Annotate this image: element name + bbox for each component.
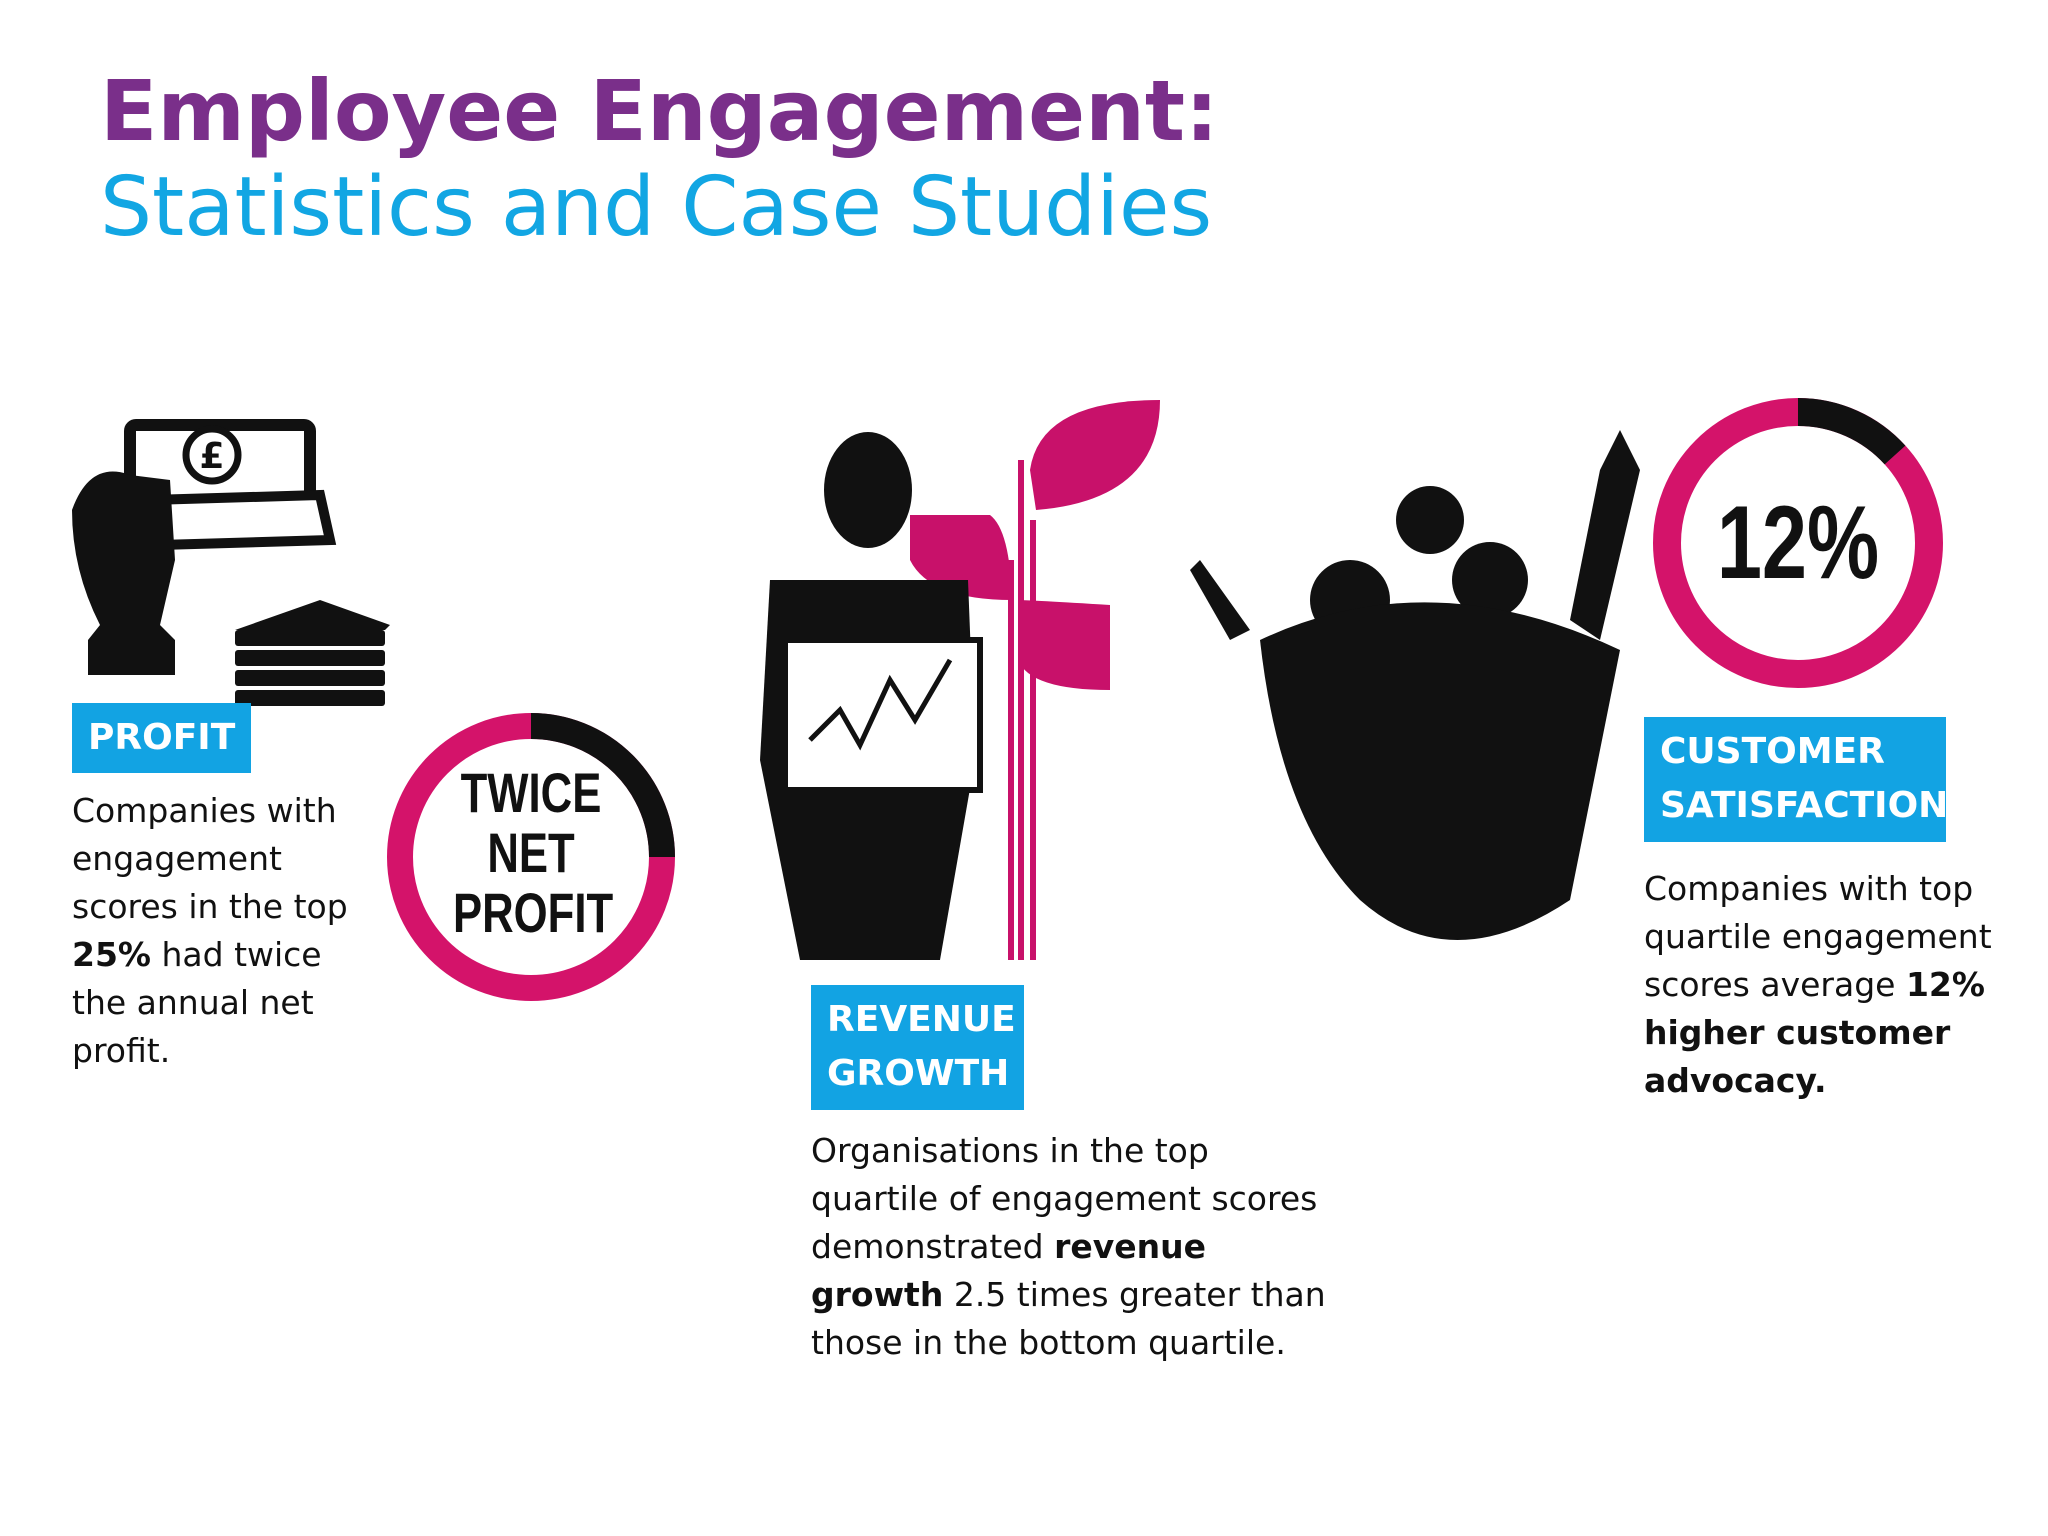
label-line: CUSTOMER	[1660, 731, 1885, 772]
ring-word: TWICE	[460, 761, 602, 824]
text-bold: revenue growth	[811, 1227, 1207, 1314]
ring-text: 12%	[1716, 485, 1880, 601]
section-text: Companies with engagement scores in the …	[72, 787, 382, 1075]
label-line: REVENUE	[827, 999, 1016, 1040]
section-label: CUSTOMER SATISFACTION	[1644, 717, 1949, 842]
text-bold: 12% higher customer advocacy.	[1644, 965, 1985, 1100]
section-label: PROFIT	[72, 703, 252, 773]
svg-text:£: £	[199, 436, 224, 477]
text-run: Organisations in the top quartile of eng…	[811, 1131, 1318, 1266]
subtitle: Statistics and Case Studies	[100, 160, 1213, 255]
section-text: Organisations in the top quartile of eng…	[811, 1127, 1331, 1367]
section-text: Companies with top quartile engagement s…	[1644, 865, 2014, 1105]
growth-plant	[910, 400, 1160, 960]
profit-ring	[387, 713, 675, 1001]
ring-word: NET	[487, 821, 575, 884]
title: Employee Engagement:	[100, 62, 1219, 160]
ring-word: PROFIT	[453, 881, 614, 944]
text-run: had twice the annual net profit.	[72, 935, 322, 1070]
text-run: 2.5 times greater than those in the bott…	[811, 1275, 1326, 1362]
ring-text: TWICE NET PROFIT	[453, 761, 614, 944]
label-line: GROWTH	[827, 1053, 1010, 1094]
money-icon: £	[72, 419, 390, 706]
text-run: Companies with engagement scores in the …	[72, 791, 348, 926]
text-run: Companies with top quartile engagement s…	[1644, 869, 1992, 1004]
crowd	[1190, 430, 1640, 940]
text-bold: 25%	[72, 935, 151, 974]
label-line: SATISFACTION	[1660, 785, 1949, 826]
section-label: REVENUE GROWTH	[811, 985, 1024, 1110]
satisfaction-ring	[1653, 398, 1943, 688]
businessman	[760, 432, 983, 960]
